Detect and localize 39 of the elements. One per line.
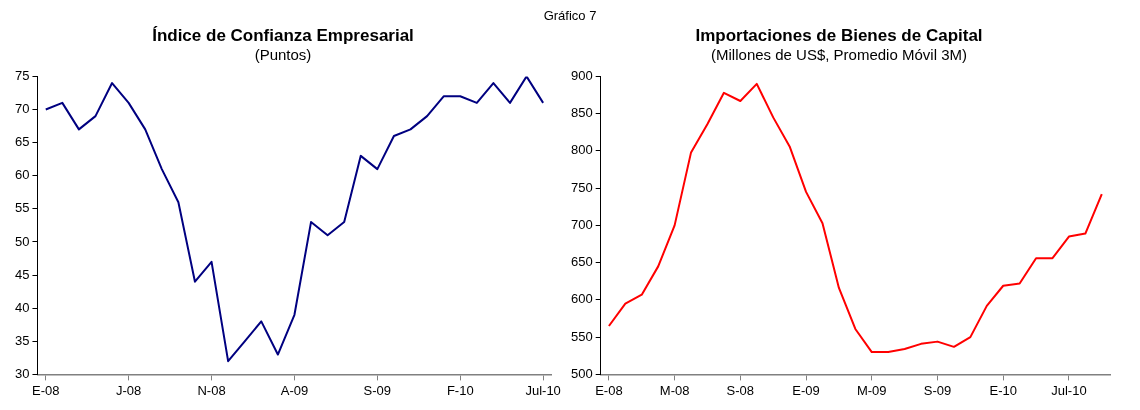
y-tick-label: 650 (570, 254, 593, 270)
chart-title: Importaciones de Bienes de Capital (695, 25, 983, 45)
x-tick-label: J-08 (116, 382, 142, 398)
x-tick-label: S-09 (363, 382, 392, 398)
y-tick-label: 45 (14, 266, 30, 282)
x-tick-label: N-08 (197, 382, 226, 398)
y-tick-label: 40 (14, 299, 30, 315)
y-tick-label: 75 (14, 67, 30, 83)
y-tick-label: 850 (570, 105, 593, 121)
y-tick-label: 800 (570, 142, 593, 158)
x-tick-label: S-09 (923, 382, 952, 398)
y-tick-label: 50 (14, 233, 30, 249)
y-tick-label: 30 (14, 365, 30, 381)
text: Gráfico 7 (543, 8, 597, 23)
x-tick-label: E-08 (32, 382, 60, 398)
y-tick-label: 55 (14, 200, 30, 216)
x-tick-label: S-08 (726, 382, 755, 398)
x-tick-label: E-09 (792, 382, 820, 398)
x-tick-label: F-10 (446, 382, 474, 398)
y-tick-label: 600 (570, 291, 593, 307)
y-tick-label: 700 (570, 216, 593, 232)
y-tick-label: 750 (570, 179, 593, 195)
y-tick-label: 60 (14, 167, 30, 183)
x-tick-label: E-10 (989, 382, 1017, 398)
y-tick-label: 70 (14, 101, 30, 117)
chart-subtitle: (Puntos) (254, 45, 312, 63)
x-tick-label: Jul-10 (1051, 382, 1087, 398)
y-tick-label: 900 (570, 67, 593, 83)
chart-title: Índice de Confianza Empresarial (152, 25, 414, 45)
y-tick-label: 500 (570, 365, 593, 381)
x-tick-label: E-08 (595, 382, 623, 398)
x-tick-label: A-09 (280, 382, 309, 398)
x-tick-label: M-09 (856, 382, 887, 398)
y-tick-label: 35 (14, 332, 30, 348)
chart-subtitle: (Millones de US$, Promedio Móvil 3M) (711, 45, 967, 63)
y-tick-label: 550 (570, 328, 593, 344)
x-tick-label: Jul-10 (525, 382, 561, 398)
y-tick-label: 65 (14, 134, 30, 150)
x-tick-label: M-08 (659, 382, 690, 398)
